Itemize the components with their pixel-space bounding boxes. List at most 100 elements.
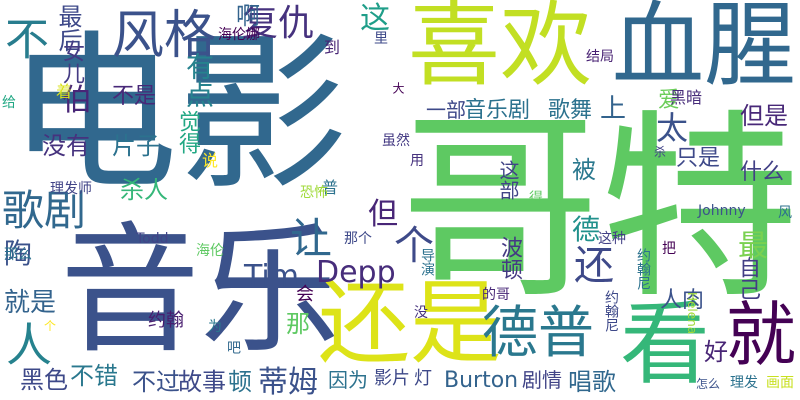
word-影片: 影片 <box>374 368 410 389</box>
word-蒂姆: 蒂姆 <box>258 365 318 400</box>
word-johnny: Johnny <box>698 203 746 219</box>
word-德: 德 <box>572 213 601 246</box>
word-爱: 爱 <box>658 88 681 113</box>
word-给: 给 <box>2 95 16 111</box>
word-就是: 就是 <box>4 288 57 318</box>
word-陶: 陶 <box>4 237 33 270</box>
word-但: 但 <box>368 197 398 232</box>
word-故事: 故事 <box>178 368 226 396</box>
word-说: 说 <box>199 152 218 168</box>
word-风: 风 <box>778 205 792 221</box>
word-最: 最 <box>738 229 768 264</box>
word-啊: 啊 <box>236 2 260 30</box>
word-哥特: 哥特 <box>399 93 800 326</box>
word-唱歌: 唱歌 <box>568 368 616 396</box>
word-上: 上 <box>600 94 627 124</box>
word-里: 里 <box>374 31 388 47</box>
word-有点: 有点 <box>182 52 215 108</box>
word-什么: 什么 <box>740 160 785 185</box>
word-就: 就 <box>726 294 796 376</box>
word-不错: 不错 <box>70 362 118 390</box>
word-还: 还 <box>574 243 614 289</box>
word-为: 为 <box>208 319 222 335</box>
word-恐怖: 恐怖 <box>300 185 328 201</box>
word-因为: 因为 <box>328 368 368 392</box>
word-理发师: 理发师 <box>50 181 92 197</box>
word-的哥: 的哥 <box>482 287 510 303</box>
word-黑色: 黑色 <box>20 366 68 394</box>
word-被: 被 <box>572 156 596 184</box>
word-todd: Todd <box>136 231 169 247</box>
word-海伦娜: 海伦娜 <box>218 27 260 43</box>
word-还是: 还是 <box>318 270 503 377</box>
word-约翰尼: 约翰尼 <box>603 290 619 332</box>
word-好: 好 <box>704 338 728 366</box>
word-喜欢: 喜欢 <box>408 0 593 99</box>
word-自己: 自己 <box>735 256 760 300</box>
word-剧情: 剧情 <box>522 368 562 392</box>
word-海伦: 海伦 <box>196 243 224 259</box>
word-那个: 那个 <box>344 231 372 247</box>
word-这: 这 <box>360 1 390 36</box>
word-约翰尼: 约翰尼 <box>635 248 651 290</box>
word-tim: Tim <box>244 259 299 294</box>
word-让: 让 <box>290 214 333 263</box>
word-吧: 吧 <box>225 340 241 354</box>
word-这种: 这种 <box>598 231 626 247</box>
word-风格: 风格 <box>112 6 217 66</box>
word-但是: 但是 <box>740 102 788 130</box>
word-大: 大 <box>391 82 405 94</box>
word-理发: 理发 <box>730 375 758 391</box>
word-个: 个 <box>44 319 57 333</box>
word-杀: 杀 <box>654 145 667 159</box>
word-画面: 画面 <box>766 375 794 391</box>
word-用: 用 <box>410 153 424 169</box>
word-人肉: 人肉 <box>660 288 705 313</box>
word-灯: 灯 <box>414 368 432 389</box>
word-不过: 不过 <box>132 368 180 396</box>
word-不是: 不是 <box>112 84 157 109</box>
word-那: 那 <box>286 310 310 338</box>
word-结局: 结局 <box>586 49 614 65</box>
word-看: 看 <box>620 292 710 397</box>
word-没: 没 <box>414 305 428 321</box>
word-波顿: 波顿 <box>497 236 522 280</box>
word-音乐: 音乐 <box>60 210 341 373</box>
word-导演: 导演 <box>419 248 435 276</box>
word-最后: 最后 <box>54 4 82 52</box>
word-到: 到 <box>324 38 341 57</box>
word-约翰: 约翰 <box>148 310 184 331</box>
word-这部: 这部 <box>496 160 520 200</box>
word-音乐剧: 音乐剧 <box>464 98 531 123</box>
word-德普: 德普 <box>482 301 594 366</box>
word-歌舞: 歌舞 <box>548 98 593 123</box>
word-伯: 伯 <box>62 83 92 118</box>
word-不: 不 <box>0 16 48 60</box>
word-着: 着 <box>56 82 73 101</box>
word-把: 把 <box>662 241 676 257</box>
word-只是: 只是 <box>676 146 721 171</box>
word-觉得: 觉得 <box>175 110 200 154</box>
word-歌剧: 歌剧 <box>2 186 87 235</box>
word-杀人: 杀人 <box>120 176 168 204</box>
word-血腥: 血腥 <box>612 0 797 99</box>
word-得: 得 <box>527 190 543 204</box>
word-电影: 电影 <box>8 16 349 214</box>
word-人: 人 <box>6 318 52 372</box>
word-depp: Depp <box>316 255 396 290</box>
word-没有: 没有 <box>42 132 90 160</box>
word-片子: 片子 <box>112 132 160 160</box>
word-helena: Helena <box>685 292 699 335</box>
word-女儿: 女儿 <box>59 40 84 84</box>
word-顿: 顿 <box>228 368 252 396</box>
word-那么: 那么 <box>4 247 32 263</box>
word-怎么: 怎么 <box>696 377 721 391</box>
word-会: 会 <box>296 284 314 305</box>
word-黑暗: 黑暗 <box>670 88 703 107</box>
word-个: 个 <box>394 223 434 269</box>
word-一部: 一部 <box>426 98 466 122</box>
word-普: 普 <box>322 178 339 197</box>
word-burton: Burton <box>444 368 519 393</box>
word-太: 太 <box>656 109 689 147</box>
